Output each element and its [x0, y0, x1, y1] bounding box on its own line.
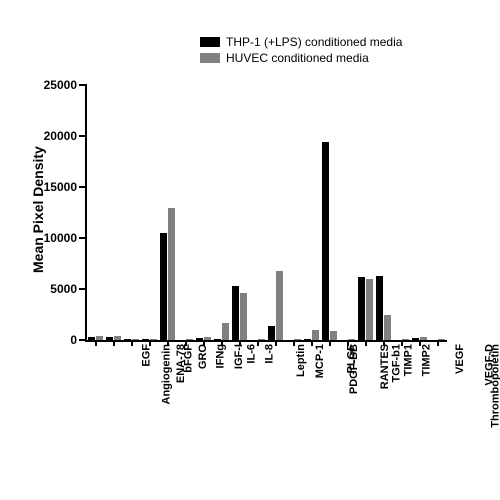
x-tick	[113, 340, 115, 346]
bar	[240, 293, 247, 340]
x-tick	[383, 340, 385, 346]
bar	[420, 337, 427, 340]
x-tick	[329, 340, 331, 346]
legend-swatch-0	[200, 37, 220, 47]
bar	[438, 339, 445, 340]
x-tick	[293, 340, 295, 346]
chart-container: THP-1 (+LPS) conditioned media HUVEC con…	[0, 0, 500, 500]
bar	[204, 337, 211, 340]
bar	[376, 276, 383, 340]
legend-swatch-1	[200, 53, 220, 63]
x-tick	[167, 340, 169, 346]
x-tick	[419, 340, 421, 346]
bar	[232, 286, 239, 340]
y-tick	[79, 288, 87, 290]
x-tick	[275, 340, 277, 346]
x-label: Angiogenin	[161, 344, 173, 405]
x-label: TGF-b1	[391, 344, 403, 383]
y-tick-label: 15000	[44, 180, 77, 194]
y-tick	[79, 84, 87, 86]
bar	[132, 339, 139, 340]
x-label: IL-8	[264, 344, 276, 364]
y-tick-label: 0	[70, 333, 77, 347]
bar	[366, 279, 373, 340]
x-tick	[437, 340, 439, 346]
x-label: IL-6	[246, 344, 258, 364]
legend-label-1: HUVEC conditioned media	[226, 51, 369, 65]
legend-item-0: THP-1 (+LPS) conditioned media	[200, 35, 402, 49]
bar	[168, 208, 175, 340]
y-tick-label: 20000	[44, 129, 77, 143]
bar	[186, 339, 193, 340]
bar	[330, 331, 337, 340]
x-tick	[131, 340, 133, 346]
x-label: EGF	[141, 344, 153, 367]
y-tick	[79, 135, 87, 137]
bar	[348, 339, 355, 340]
bar	[96, 336, 103, 340]
bar	[258, 339, 265, 340]
bar	[358, 277, 365, 340]
bar	[160, 233, 167, 340]
bar	[114, 336, 121, 340]
x-tick	[185, 340, 187, 346]
bar	[384, 315, 391, 341]
y-tick-label: 5000	[50, 282, 77, 296]
bar	[294, 339, 301, 340]
x-tick	[365, 340, 367, 346]
x-tick	[203, 340, 205, 346]
legend-item-1: HUVEC conditioned media	[200, 51, 402, 65]
x-label: RANTES	[379, 344, 391, 389]
bar	[312, 330, 319, 340]
x-label: VEGF	[454, 344, 466, 374]
x-tick	[257, 340, 259, 346]
y-tick	[79, 186, 87, 188]
y-tick	[79, 339, 87, 341]
plot-area: 0500010000150002000025000AngiogeninEGFEN…	[85, 85, 447, 342]
x-label: IGF-I	[233, 344, 245, 369]
x-label: GRO	[197, 344, 209, 369]
x-label: TIMP1	[402, 344, 414, 376]
x-tick	[149, 340, 151, 346]
bar	[322, 142, 329, 340]
bar	[276, 271, 283, 340]
bar	[222, 323, 229, 340]
x-tick	[239, 340, 241, 346]
x-tick	[401, 340, 403, 346]
x-label: Leptin	[295, 344, 307, 377]
bar	[402, 339, 409, 340]
x-label: MCP-1	[314, 344, 326, 378]
x-label: PLGF	[345, 344, 357, 373]
x-label: VEGF-D	[484, 344, 496, 386]
bar	[150, 339, 157, 340]
x-label: bFGF	[183, 344, 195, 373]
legend-label-0: THP-1 (+LPS) conditioned media	[226, 35, 402, 49]
y-tick-label: 25000	[44, 78, 77, 92]
y-tick-label: 10000	[44, 231, 77, 245]
x-tick	[311, 340, 313, 346]
y-tick	[79, 237, 87, 239]
y-axis-title: Mean Pixel Density	[30, 146, 46, 273]
x-label: IFNg	[214, 344, 226, 368]
x-tick	[347, 340, 349, 346]
x-label: TIMP2	[420, 344, 432, 376]
legend: THP-1 (+LPS) conditioned media HUVEC con…	[200, 35, 402, 67]
x-tick	[95, 340, 97, 346]
bar	[268, 326, 275, 340]
x-tick	[221, 340, 223, 346]
